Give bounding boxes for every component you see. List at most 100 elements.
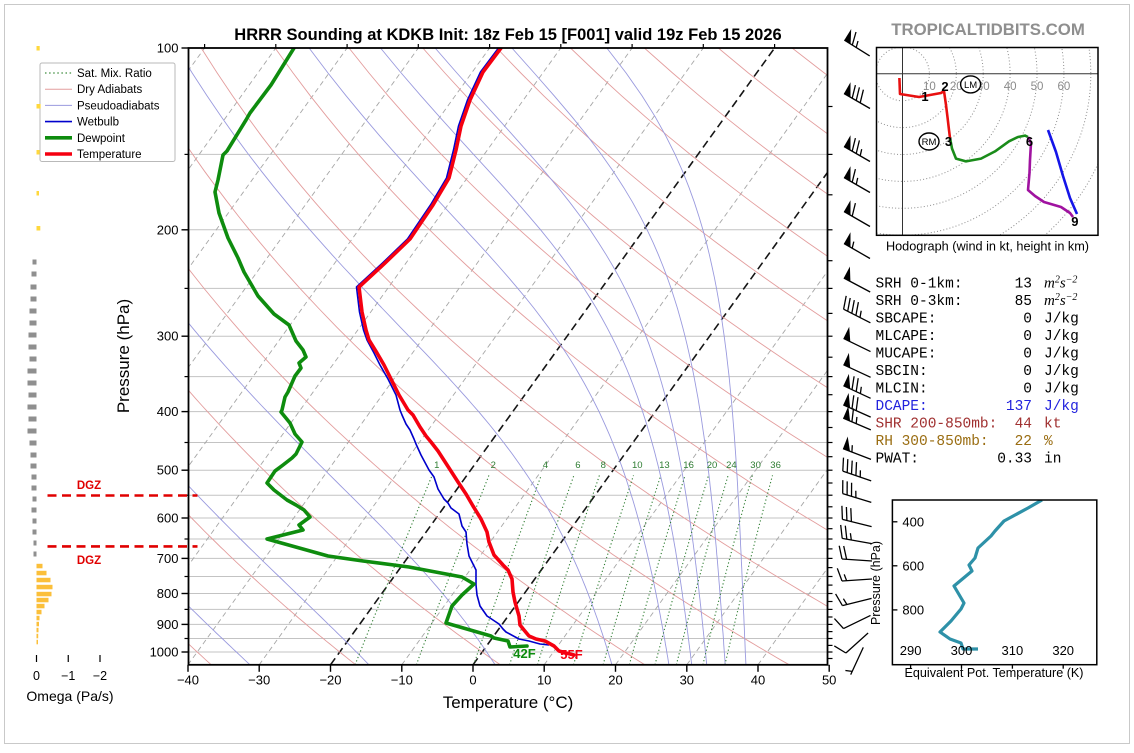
svg-text:60: 60 — [1058, 81, 1071, 93]
svg-text:−30: −30 — [248, 672, 270, 687]
svg-text:30: 30 — [750, 460, 761, 471]
svg-text:400: 400 — [902, 514, 924, 529]
svg-text:DCAPE:: DCAPE: — [876, 399, 928, 415]
svg-text:200: 200 — [157, 222, 179, 237]
svg-text:MLCIN:: MLCIN: — [876, 381, 928, 397]
svg-text:0: 0 — [33, 669, 40, 683]
svg-text:kt: kt — [1044, 416, 1061, 432]
svg-text:%: % — [1044, 434, 1053, 450]
svg-text:J/kg: J/kg — [1044, 311, 1079, 327]
svg-text:DGZ: DGZ — [77, 555, 101, 567]
svg-text:50: 50 — [1031, 81, 1044, 93]
svg-text:40: 40 — [751, 672, 765, 687]
svg-text:24: 24 — [726, 460, 737, 471]
svg-text:6: 6 — [1026, 134, 1033, 149]
svg-text:J/kg: J/kg — [1044, 329, 1079, 345]
svg-text:SRH 0-1km:: SRH 0-1km: — [876, 276, 963, 292]
svg-text:1: 1 — [921, 89, 928, 104]
svg-text:800: 800 — [157, 586, 179, 601]
svg-text:13: 13 — [659, 460, 670, 471]
svg-text:20: 20 — [707, 460, 718, 471]
svg-text:Omega (Pa/s): Omega (Pa/s) — [26, 688, 113, 704]
svg-text:RH 300-850mb:: RH 300-850mb: — [876, 434, 989, 450]
svg-text:20: 20 — [608, 672, 622, 687]
svg-text:SHR 200-850mb:: SHR 200-850mb: — [876, 416, 998, 432]
svg-text:4: 4 — [543, 460, 548, 471]
svg-text:Pressure (hPa): Pressure (hPa) — [869, 541, 883, 625]
svg-text:HRRR Sounding at KDKB Init: 18: HRRR Sounding at KDKB Init: 18z Feb 15 [… — [234, 26, 781, 44]
svg-text:Dewpoint: Dewpoint — [77, 133, 126, 145]
svg-text:Dry Adiabats: Dry Adiabats — [77, 84, 142, 96]
svg-text:10: 10 — [632, 460, 643, 471]
svg-text:42F: 42F — [513, 646, 535, 661]
svg-text:J/kg: J/kg — [1044, 364, 1079, 380]
svg-text:0: 0 — [1023, 346, 1032, 362]
svg-text:55F: 55F — [560, 647, 582, 662]
svg-text:16: 16 — [683, 460, 694, 471]
svg-text:44: 44 — [1015, 416, 1032, 432]
svg-text:Equivalent Pot. Temperature (K: Equivalent Pot. Temperature (K) — [905, 666, 1084, 680]
svg-text:30: 30 — [680, 672, 694, 687]
svg-text:2: 2 — [941, 79, 948, 94]
svg-text:SBCIN:: SBCIN: — [876, 364, 928, 380]
svg-text:3: 3 — [945, 134, 952, 149]
svg-text:36: 36 — [770, 460, 781, 471]
svg-text:Pressure (hPa): Pressure (hPa) — [114, 299, 133, 413]
svg-text:Temperature (°C): Temperature (°C) — [443, 693, 574, 712]
svg-text:0.33: 0.33 — [997, 451, 1032, 467]
svg-text:RM: RM — [922, 137, 937, 148]
svg-text:−10: −10 — [391, 672, 413, 687]
svg-text:J/kg: J/kg — [1044, 399, 1079, 415]
svg-text:TROPICALTIDBITS.COM: TROPICALTIDBITS.COM — [891, 20, 1085, 39]
svg-text:6: 6 — [575, 460, 580, 471]
svg-text:290: 290 — [900, 643, 922, 658]
svg-text:1: 1 — [434, 460, 439, 471]
svg-text:Sat. Mix. Ratio: Sat. Mix. Ratio — [77, 68, 152, 80]
svg-text:MLCAPE:: MLCAPE: — [876, 329, 937, 345]
svg-text:0: 0 — [1023, 364, 1032, 380]
svg-text:LM: LM — [964, 80, 977, 91]
svg-text:Hodograph (wind in kt, height: Hodograph (wind in kt, height in km) — [886, 240, 1089, 254]
svg-text:−2: −2 — [93, 669, 107, 683]
svg-text:400: 400 — [157, 404, 179, 419]
svg-text:Wetbulb: Wetbulb — [77, 117, 119, 129]
svg-text:0: 0 — [1023, 311, 1032, 327]
svg-text:in: in — [1044, 451, 1061, 467]
svg-text:320: 320 — [1052, 643, 1074, 658]
svg-text:9: 9 — [1071, 214, 1078, 229]
svg-text:SRH 0-3km:: SRH 0-3km: — [876, 294, 963, 310]
svg-text:100: 100 — [157, 41, 179, 56]
svg-text:1000: 1000 — [150, 645, 179, 660]
svg-text:0: 0 — [469, 672, 476, 687]
svg-text:SBCAPE:: SBCAPE: — [876, 311, 937, 327]
svg-text:50: 50 — [822, 672, 836, 687]
svg-text:0: 0 — [1023, 329, 1032, 345]
svg-text:85: 85 — [1015, 294, 1032, 310]
svg-text:800: 800 — [902, 602, 924, 617]
svg-text:310: 310 — [1002, 643, 1024, 658]
svg-text:PWAT:: PWAT: — [876, 451, 920, 467]
svg-text:−20: −20 — [319, 672, 341, 687]
svg-text:137: 137 — [1006, 399, 1032, 415]
svg-text:J/kg: J/kg — [1044, 381, 1079, 397]
svg-text:−1: −1 — [61, 669, 75, 683]
svg-text:22: 22 — [1015, 434, 1032, 450]
svg-text:J/kg: J/kg — [1044, 346, 1079, 362]
svg-text:300: 300 — [157, 329, 179, 344]
svg-text:300: 300 — [951, 643, 973, 658]
svg-text:500: 500 — [157, 463, 179, 478]
svg-text:MUCAPE:: MUCAPE: — [876, 346, 937, 362]
svg-text:700: 700 — [157, 551, 179, 566]
svg-text:0: 0 — [1023, 381, 1032, 397]
svg-text:600: 600 — [157, 511, 179, 526]
svg-text:Pseudoadiabats: Pseudoadiabats — [77, 100, 160, 112]
svg-text:40: 40 — [1004, 81, 1017, 93]
svg-text:8: 8 — [601, 460, 606, 471]
svg-text:DGZ: DGZ — [77, 480, 101, 492]
svg-text:10: 10 — [537, 672, 551, 687]
svg-text:600: 600 — [902, 558, 924, 573]
svg-text:Temperature: Temperature — [77, 149, 142, 161]
svg-text:900: 900 — [157, 617, 179, 632]
svg-text:2: 2 — [491, 460, 496, 471]
svg-text:−40: −40 — [177, 672, 199, 687]
